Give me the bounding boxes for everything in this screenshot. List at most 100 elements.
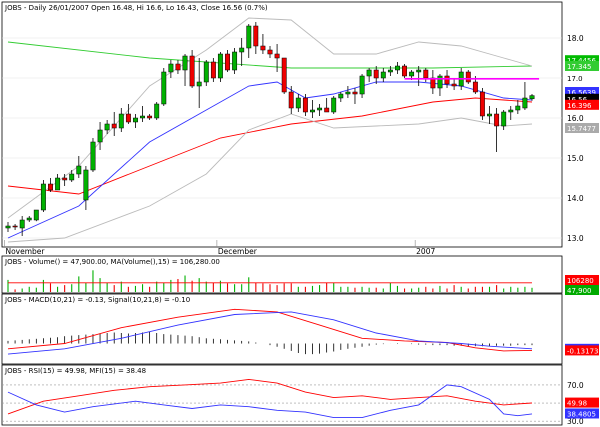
macd-tag: -0.13173 bbox=[567, 347, 598, 355]
price-tag-bg bbox=[565, 61, 599, 71]
price-tags: 17.445617.34517.016.563916.5616.39615.74… bbox=[565, 55, 599, 133]
candle-body bbox=[217, 53, 223, 79]
candle-body bbox=[501, 111, 507, 127]
macd-signal-line bbox=[7, 311, 533, 355]
candle-body bbox=[83, 169, 89, 201]
candle-body bbox=[416, 69, 422, 73]
date-label: November bbox=[5, 247, 45, 256]
candle-body bbox=[395, 65, 400, 71]
candle-body bbox=[225, 53, 230, 71]
volume-pane-title: JOBS - Volume() = 47,900.00, MA(Volume()… bbox=[4, 258, 220, 266]
date-label: December bbox=[218, 247, 258, 256]
candle-body bbox=[175, 63, 181, 71]
candle-body bbox=[118, 113, 124, 129]
date-label: 2007 bbox=[416, 247, 435, 256]
candle-body bbox=[373, 69, 379, 79]
price-tag: 16.396 bbox=[567, 102, 592, 110]
price-pane-frame bbox=[1, 1, 563, 248]
candle-body bbox=[366, 69, 372, 77]
candle-body bbox=[522, 97, 528, 109]
candle-body bbox=[147, 115, 153, 119]
candle-body bbox=[508, 109, 514, 113]
rsi-tag-bg bbox=[565, 397, 599, 408]
overlay-line-ma_red bbox=[7, 97, 533, 195]
volume-tag-bg bbox=[565, 275, 599, 285]
overlay-line-bb_lower bbox=[7, 113, 533, 243]
candle-body bbox=[267, 49, 273, 55]
candle-body bbox=[55, 177, 61, 191]
candle-body bbox=[359, 75, 365, 95]
candle-body bbox=[62, 177, 68, 181]
candle-body bbox=[437, 75, 443, 89]
candle-body bbox=[125, 113, 131, 123]
candle-body bbox=[302, 97, 308, 113]
volume-bars bbox=[7, 270, 533, 292]
candle-body bbox=[246, 25, 252, 49]
candle-body bbox=[69, 173, 75, 181]
candle-body bbox=[90, 141, 96, 171]
candle-body bbox=[40, 183, 46, 211]
candle-body bbox=[253, 25, 259, 47]
candle-body bbox=[203, 61, 209, 83]
candle-body bbox=[26, 217, 32, 221]
candle-body bbox=[345, 91, 351, 95]
price-candles bbox=[5, 22, 535, 236]
candle-body bbox=[444, 75, 450, 85]
price-tag-bg bbox=[565, 87, 599, 97]
volume-tag: 106280 bbox=[567, 277, 594, 285]
overlay-line-bb_upper bbox=[7, 17, 533, 219]
price-tag-bg bbox=[565, 123, 599, 133]
volume-pane-frame bbox=[1, 255, 563, 294]
rsi-pane-title: JOBS - RSI(15) = 49.98, MFI(15) = 38.48 bbox=[4, 367, 146, 375]
candle-body bbox=[196, 81, 202, 87]
candle-body bbox=[472, 81, 478, 93]
price-pane-title: JOBS - Daily 26/01/2007 Open 16.48, Hi 1… bbox=[4, 4, 268, 12]
candle-body bbox=[260, 45, 266, 51]
candle-body bbox=[479, 91, 485, 117]
candle-body bbox=[409, 71, 415, 77]
candle-body bbox=[402, 65, 407, 77]
rsi-line bbox=[7, 378, 533, 415]
candle-body bbox=[168, 63, 174, 73]
rsi-lines bbox=[7, 378, 533, 419]
rsi-tags: 49.98 38.4805 bbox=[565, 397, 599, 419]
price-tick-label: 13.0 bbox=[567, 234, 584, 243]
overlay-line-ma_green bbox=[7, 41, 533, 69]
candle-body bbox=[104, 123, 110, 131]
candle-body bbox=[281, 57, 287, 93]
candle-body bbox=[19, 219, 25, 229]
macd-lines bbox=[7, 308, 533, 355]
candle-body bbox=[465, 71, 471, 83]
candle-body bbox=[140, 115, 145, 119]
candle-body bbox=[48, 183, 53, 191]
price-tag: 17.0 bbox=[567, 75, 583, 83]
candle-body bbox=[324, 107, 330, 113]
mfi-line bbox=[7, 384, 533, 419]
price-tag-bg bbox=[565, 55, 599, 66]
candle-body bbox=[239, 47, 245, 53]
rsi-tag: 38.4805 bbox=[567, 410, 596, 418]
candle-body bbox=[274, 53, 280, 59]
candle-body bbox=[387, 69, 393, 73]
volume-tag-bg bbox=[565, 285, 599, 295]
macd-tag-bg bbox=[565, 345, 599, 356]
candle-body bbox=[288, 91, 294, 109]
rsi-pane-frame bbox=[1, 364, 563, 426]
candle-body bbox=[352, 91, 358, 95]
candle-body bbox=[515, 105, 521, 111]
price-tick-label: 18.0 bbox=[567, 34, 584, 43]
candle-body bbox=[210, 61, 216, 79]
price-tag: 17.345 bbox=[567, 63, 592, 71]
candle-body bbox=[76, 165, 82, 175]
candle-body bbox=[12, 225, 18, 228]
candle-body bbox=[451, 83, 457, 87]
candle-body bbox=[5, 225, 11, 229]
date-axis-labels: November December 2007 bbox=[5, 247, 435, 256]
rsi-tag: 49.98 bbox=[567, 400, 587, 408]
candle-body bbox=[380, 71, 386, 79]
candle-body bbox=[331, 97, 337, 113]
rsi-tag-bg bbox=[565, 408, 599, 419]
price-tag: 16.5639 bbox=[567, 89, 596, 97]
candle-body bbox=[133, 117, 138, 123]
